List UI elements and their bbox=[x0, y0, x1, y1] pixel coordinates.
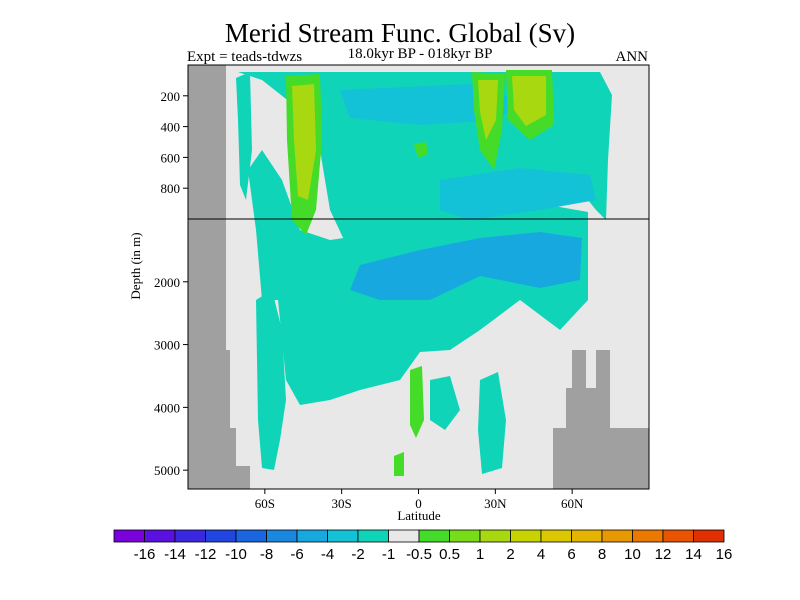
colorbar-label: -12 bbox=[195, 546, 217, 563]
y-tick-label: 2000 bbox=[154, 275, 180, 290]
positive-blob-equator bbox=[414, 142, 428, 158]
negative-column-south bbox=[236, 72, 252, 200]
colorbar-swatch bbox=[327, 529, 359, 543]
positive-core-south bbox=[292, 84, 316, 200]
colorbar-label: 0.5 bbox=[439, 546, 460, 563]
colorbar-swatch bbox=[418, 529, 450, 543]
colorbar-swatch bbox=[571, 529, 603, 543]
colorbar-swatch bbox=[174, 529, 206, 543]
colorbar-label: -10 bbox=[225, 546, 247, 563]
positive-deep-equator bbox=[410, 366, 424, 438]
land-south bbox=[188, 65, 250, 489]
colorbar-swatch bbox=[357, 529, 389, 543]
colorbar-label: 12 bbox=[655, 546, 672, 563]
colorbar-label: -8 bbox=[260, 546, 273, 563]
positive-core-north bbox=[478, 80, 498, 140]
colorbar-label: 16 bbox=[716, 546, 733, 563]
season-label: ANN bbox=[615, 49, 649, 65]
positive-core-ne bbox=[512, 76, 546, 126]
colorbar-label: -0.5 bbox=[406, 546, 432, 563]
y-tick-label: 400 bbox=[161, 120, 181, 135]
x-tick-label: 0 bbox=[415, 496, 422, 511]
colorbar-label: -16 bbox=[134, 546, 156, 563]
negative-deep-limb bbox=[256, 290, 286, 470]
colorbar-label: -6 bbox=[290, 546, 303, 563]
colorbar-swatch bbox=[449, 529, 481, 543]
colorbar-swatch bbox=[266, 529, 298, 543]
x-tick-label: 60S bbox=[255, 496, 275, 511]
colorbar-label: 1 bbox=[476, 546, 484, 563]
colorbar-label: -2 bbox=[351, 546, 364, 563]
colorbar-label: -4 bbox=[321, 546, 334, 563]
chart-title: Merid Stream Func. Global (Sv) bbox=[224, 18, 576, 48]
colorbar-label: 14 bbox=[685, 546, 702, 563]
x-tick-label: 60N bbox=[561, 496, 584, 511]
y-tick-label: 600 bbox=[161, 150, 181, 165]
land-north bbox=[553, 350, 649, 489]
colorbar-swatch bbox=[479, 529, 511, 543]
y-tick-label: 800 bbox=[161, 181, 181, 196]
colorbar-swatch bbox=[144, 529, 176, 543]
colorbar-label: 8 bbox=[598, 546, 606, 563]
y-tick-label: 5000 bbox=[154, 463, 180, 478]
colorbar-swatch bbox=[113, 529, 145, 543]
colorbar-label: 6 bbox=[567, 546, 575, 563]
streamfunction-field bbox=[236, 70, 612, 476]
colorbar-label: 10 bbox=[624, 546, 641, 563]
colorbar-swatch bbox=[662, 529, 694, 543]
chart-subtitle: 18.0kyr BP - 018kyr BP bbox=[347, 46, 493, 62]
colorbar-swatch bbox=[510, 529, 542, 543]
x-axis-label: Latitude bbox=[397, 508, 441, 523]
colorbar-label: 4 bbox=[537, 546, 545, 563]
negative-core-mid bbox=[440, 168, 596, 220]
colorbar-swatch bbox=[601, 529, 633, 543]
colorbar-swatch bbox=[235, 529, 267, 543]
colorbar-swatch bbox=[388, 529, 420, 543]
negative-patch-ne bbox=[478, 372, 506, 474]
experiment-label: Expt = teads-tdwzs bbox=[187, 49, 303, 65]
colorbar-label: -1 bbox=[382, 546, 395, 563]
x-tick-label: 30S bbox=[332, 496, 352, 511]
colorbar: -16 -14 -12 -10 -8 -6 -4 -2 -1 -0.5 0.5 1 2 4 6 8 10 12 14… bbox=[113, 529, 733, 563]
y-tick-label: 200 bbox=[161, 89, 181, 104]
colorbar-swatch bbox=[296, 529, 328, 543]
colorbar-swatch bbox=[540, 529, 572, 543]
colorbar-label: -14 bbox=[164, 546, 186, 563]
y-tick-label: 4000 bbox=[154, 400, 180, 415]
positive-blob-deep bbox=[394, 452, 404, 476]
y-tick-label: 3000 bbox=[154, 338, 180, 353]
colorbar-swatch bbox=[632, 529, 664, 543]
bathymetry-mask bbox=[188, 65, 649, 489]
x-tick-label: 30N bbox=[484, 496, 507, 511]
colorbar-swatch bbox=[693, 529, 725, 543]
colorbar-swatch bbox=[205, 529, 237, 543]
negative-patch-n bbox=[430, 376, 460, 430]
negative-core-deep bbox=[350, 232, 582, 300]
colorbar-label: 2 bbox=[506, 546, 514, 563]
